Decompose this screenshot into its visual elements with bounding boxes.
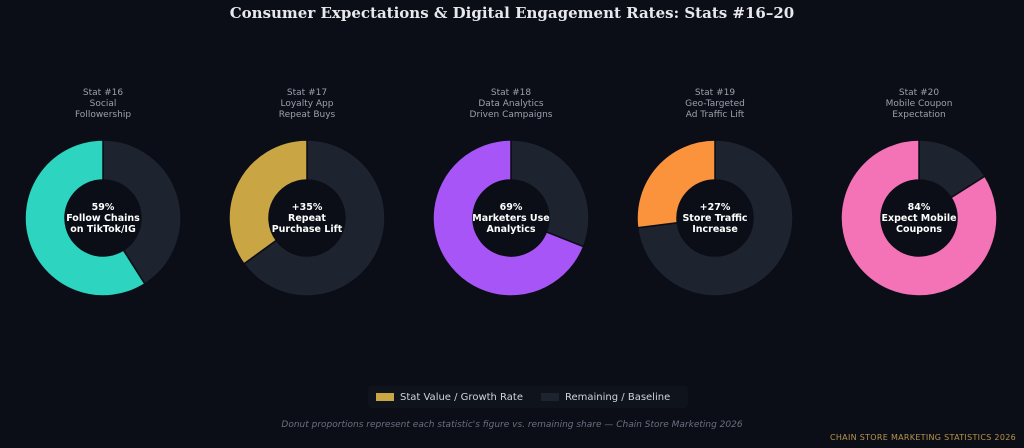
- panel-title-line: Stat #20: [898, 88, 940, 98]
- legend-swatch-remaining: [541, 393, 559, 401]
- panel-title-line: Repeat Buys: [278, 110, 336, 120]
- panel-title-line: Followership: [74, 110, 132, 120]
- donut-center-label: 84% Expect Mobile Coupons: [824, 202, 1014, 235]
- center-label-line: Marketers Use: [472, 213, 550, 224]
- center-label-line: Coupons: [895, 224, 942, 235]
- panel-title-line: Mobile Coupon: [885, 99, 953, 109]
- panel-title-line: Data Analytics: [478, 99, 544, 109]
- panel-title-line: Loyalty App: [280, 99, 334, 109]
- donut-chart: [433, 140, 589, 296]
- panel-title: Stat #20 Mobile Coupon Expectation: [824, 88, 1014, 121]
- center-label-line: on TikTok/IG: [70, 224, 136, 235]
- donut-slice-remaining: [637, 140, 793, 296]
- donut-panel-4: Stat #19 Geo-Targeted Ad Traffic Lift +27% S…: [620, 88, 810, 308]
- donut-center-label: 69% Marketers Use Analytics: [416, 202, 606, 235]
- panel-title: Stat #17 Loyalty App Repeat Buys: [212, 88, 402, 121]
- center-label-line: 59%: [91, 202, 115, 213]
- panel-title: Stat #19 Geo-Targeted Ad Traffic Lift: [620, 88, 810, 121]
- donut-center-label: +27% Store Traffic Increase: [620, 202, 810, 235]
- chart-title: Consumer Expectations & Digital Engageme…: [229, 4, 795, 22]
- center-label-line: Purchase Lift: [271, 224, 343, 235]
- legend-item-stat-value: Stat Value / Growth Rate: [376, 392, 523, 403]
- donut-panel-5: Stat #20 Mobile Coupon Expectation 84% Expec…: [824, 88, 1014, 308]
- panel-title-line: Expectation: [892, 110, 946, 120]
- center-label-line: Analytics: [486, 224, 536, 235]
- panel-title-line: Stat #18: [490, 88, 532, 98]
- panel-title-line: Stat #19: [694, 88, 736, 98]
- legend-label-remaining: Remaining / Baseline: [565, 391, 671, 403]
- panel-title: Stat #18 Data Analytics Driven Campaigns: [416, 88, 606, 121]
- center-label-line: Expect Mobile: [881, 213, 957, 224]
- center-label-line: Increase: [692, 224, 738, 235]
- panel-title-line: Geo-Targeted: [685, 99, 745, 109]
- legend-swatch-stat-value: [376, 393, 394, 401]
- legend: Stat Value / Growth Rate Remaining / Bas…: [368, 386, 689, 408]
- donut-center-label: +35% Repeat Purchase Lift: [212, 202, 402, 235]
- donut-panel-3: Stat #18 Data Analytics Driven Campaigns 69…: [416, 88, 606, 308]
- donut-chart: [25, 140, 181, 296]
- legend-label-stat-value: Stat Value / Growth Rate: [400, 391, 523, 403]
- donut-slice-value: [841, 140, 997, 296]
- center-label-line: 84%: [907, 202, 931, 213]
- donut-panel-1: Stat #16 Social Followership 59% Follow Chai…: [8, 88, 198, 308]
- watermark-text: CHAIN STORE MARKETING STATISTICS 2026: [829, 433, 1016, 442]
- panel-title: Stat #16 Social Followership: [8, 88, 198, 121]
- center-label-line: +35%: [291, 202, 323, 213]
- panel-title-line: Social: [89, 99, 117, 109]
- donut-panel-2: Stat #17 Loyalty App Repeat Buys +35% Repeat…: [212, 88, 402, 308]
- chart-caption: Donut proportions represent each statist…: [281, 420, 743, 430]
- donut-chart: [637, 140, 793, 296]
- donut-slice-remaining: [102, 140, 181, 285]
- donut-chart: [229, 140, 385, 296]
- panel-title-line: Stat #17: [286, 88, 328, 98]
- donut-slice-value: [25, 140, 146, 296]
- donut-center-label: 59% Follow Chains on TikTok/IG: [8, 202, 198, 235]
- donut-slice-remaining: [510, 140, 589, 248]
- panel-title-line: Stat #16: [82, 88, 124, 98]
- center-label-line: Follow Chains: [66, 213, 140, 224]
- donut-chart: [841, 140, 997, 296]
- panel-title-line: Driven Campaigns: [469, 110, 553, 120]
- center-label-line: 69%: [499, 202, 523, 213]
- donut-slice-value: [229, 140, 308, 265]
- donut-slice-value: [433, 140, 585, 296]
- donut-slice-remaining: [242, 140, 385, 296]
- legend-item-remaining: Remaining / Baseline: [541, 392, 670, 403]
- center-label-line: +27%: [699, 202, 731, 213]
- center-label-line: Repeat: [288, 213, 326, 224]
- center-label-line: Store Traffic: [682, 213, 748, 224]
- panel-title-line: Ad Traffic Lift: [685, 110, 745, 120]
- donut-slice-value: [637, 140, 716, 229]
